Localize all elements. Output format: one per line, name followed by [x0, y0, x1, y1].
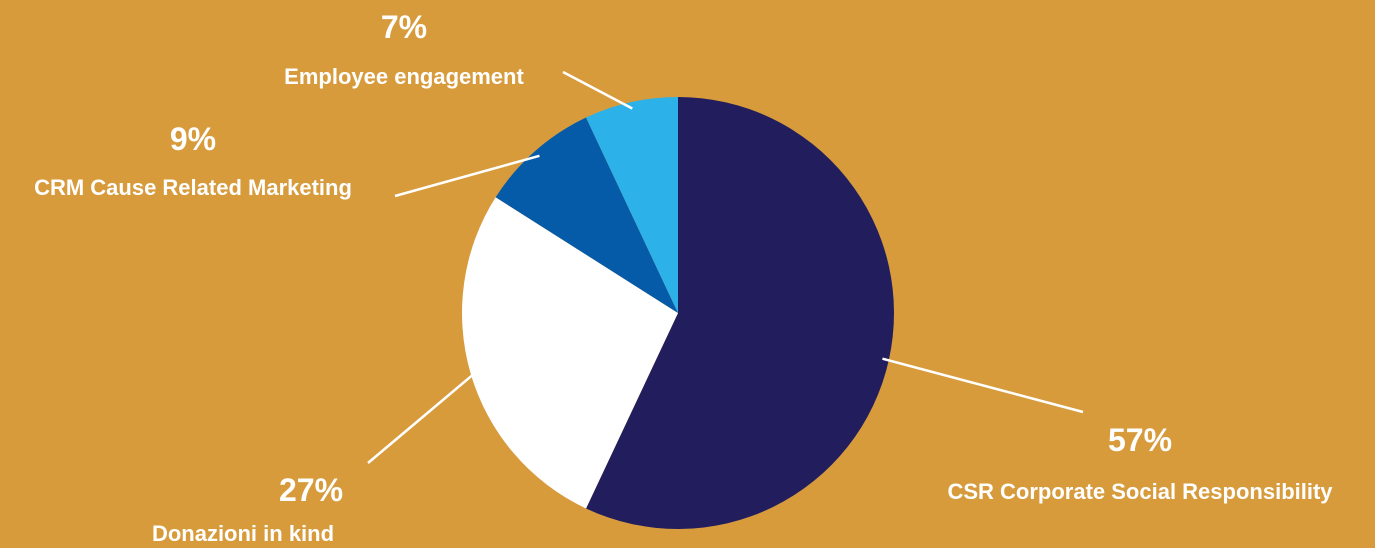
slice-label-employee: Employee engagement [284, 64, 524, 89]
pie-slice-csr [586, 97, 895, 529]
pie-slice-donazioni [462, 197, 678, 509]
pie-slice-employee [586, 97, 678, 313]
leader-lines [367, 70, 1084, 464]
slice-percent-crm: 9% [170, 121, 216, 157]
leader-line-csr [882, 357, 1084, 414]
pie-slices [462, 97, 895, 529]
slice-label-csr: CSR Corporate Social Responsibility [947, 479, 1333, 504]
slice-percent-csr: 57% [1108, 422, 1172, 458]
slice-percent-employee: 7% [381, 9, 427, 45]
leader-line-donazioni [367, 370, 478, 464]
leader-line-crm [394, 154, 540, 198]
slice-label-crm: CRM Cause Related Marketing [34, 175, 352, 200]
leader-line-employee [562, 70, 633, 110]
pie-slice-crm [495, 117, 678, 313]
slice-percent-donazioni: 27% [279, 472, 343, 508]
slice-label-donazioni: Donazioni in kind [152, 521, 334, 546]
